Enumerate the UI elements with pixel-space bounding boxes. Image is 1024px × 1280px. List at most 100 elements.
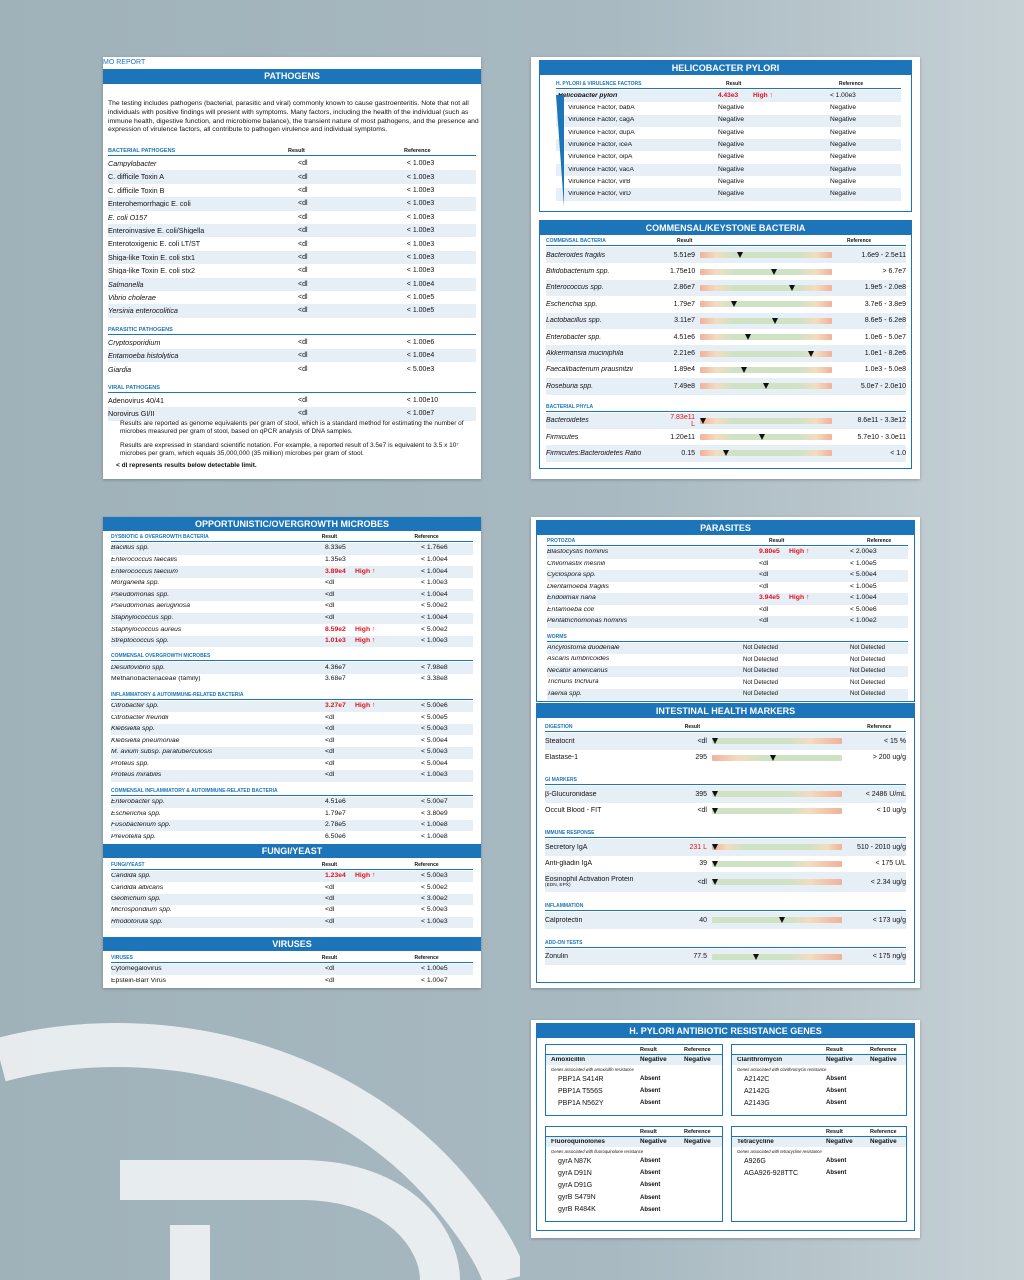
row-result: 1.79e7 — [673, 300, 695, 308]
row-result: 2.78e5 — [325, 821, 346, 829]
antibiotic-reference: Negative — [870, 1137, 897, 1145]
row-name: Bacteroides fragilis — [546, 251, 606, 259]
gene-row: A2142C Absent — [732, 1073, 906, 1085]
antibiotic-row: Fluoroquinolones Negative Negative — [546, 1136, 722, 1147]
gene-row: gyrA N87K Absent — [546, 1155, 722, 1167]
row-reference: < 1.00e3 — [830, 91, 856, 99]
row-reference: < 1.00e3 — [406, 213, 435, 221]
row-name-wrap: Occult Blood - FIT — [545, 807, 675, 814]
row-name-wrap: Roseburia spp. — [546, 383, 670, 390]
row-name-wrap: Firmicutes — [546, 434, 670, 441]
commensal-panel: COMMENSAL/KEYSTONE BACTERIA COMMENSAL BA… — [539, 220, 912, 469]
table-row: Anti-gliadin IgA 39 < 175 U/L — [545, 856, 906, 873]
section-heading-label: BACTERIAL PHYLA — [546, 403, 594, 410]
row-reference: < 2.00e3 — [850, 548, 877, 556]
range-bar — [700, 334, 832, 341]
table-row: Firmicutes:Bacteroidetes Ratio 0.15 < 1.0 — [546, 445, 906, 462]
row-reference: < 5.00e4 — [421, 736, 448, 744]
table-row: Salmonella <dl < 1.00e4 — [108, 277, 476, 291]
row-name: Secretory IgA — [545, 843, 588, 851]
range-bar — [700, 268, 832, 275]
row-result: Negative — [718, 177, 745, 185]
row-reference: < 2486 U/mL — [865, 790, 906, 798]
row-name-wrap: Enterococcus spp. — [546, 284, 670, 291]
row-reference: < 1.00e3 — [421, 637, 448, 645]
gene-name: PBP1A S414R — [558, 1075, 604, 1083]
fungi-table: FUNGI/YEAST Result Reference Candida spp. 1.… — [111, 859, 473, 928]
row-name: Elastase-1 — [545, 754, 579, 762]
range-bar — [711, 879, 842, 885]
row-name: Taenia spp. — [547, 690, 582, 697]
gene-result: Absent — [640, 1206, 661, 1213]
spacer — [732, 1129, 826, 1135]
row-reference: < 1.00e4 — [421, 613, 448, 621]
row-reference: < 1.00e4 — [406, 280, 435, 288]
table-row: Virulence Factor, virB Negative Negative — [556, 176, 901, 188]
pathogens-notes: Results are reported as genome equivalen… — [108, 420, 478, 470]
section-heading-label: FUNGI/YEAST — [111, 862, 145, 868]
row-reference: < 1.00e5 — [406, 307, 435, 315]
row-name: Shiga-like Toxin E. coli stx1 — [108, 253, 195, 262]
row-name: C. difficile Toxin B — [108, 186, 165, 195]
result-marker — [740, 366, 747, 373]
intestinal-table: DIGESTION Result Reference Steatocrit <dl < 1… — [537, 721, 914, 965]
row-result: Negative — [718, 128, 745, 136]
gene-result: Absent — [640, 1170, 661, 1177]
row-reference: < 1.00e7 — [421, 976, 448, 984]
row-reference: < 2.34 ug/g — [870, 878, 906, 886]
row-result: 2.21e6 — [673, 350, 695, 358]
row-flag: High ↑ — [355, 567, 376, 575]
row-name-wrap: β-Glucuronidase — [545, 791, 675, 798]
row-reference: < 5.00e2 — [421, 883, 448, 891]
range-bar-wrap — [712, 754, 842, 761]
row-name-wrap: Elastase-1 — [545, 754, 675, 761]
row-name: Zonulin — [545, 953, 568, 961]
row-result: Not Detected — [743, 645, 779, 652]
result-marker — [731, 301, 738, 308]
row-name: Proteus mirabilis — [111, 772, 162, 779]
row-reference: < 5.00e3 — [421, 748, 448, 756]
hpylori-table: H. PYLORI & VIRULENCE FACTORS Result Refer… — [540, 78, 911, 201]
row-result: <dl — [325, 579, 335, 587]
section-heading: GI MARKERS — [545, 774, 906, 783]
gene-row: A2142G Absent — [732, 1085, 906, 1097]
row-reference: < 173 ug/g — [872, 916, 906, 924]
table-row: Yersinia enterocolitica <dl < 1.00e5 — [108, 304, 476, 318]
row-reference: < 10 ug/g — [876, 807, 906, 815]
row-result: <dl — [298, 173, 308, 181]
report-header-fragment: MO REPORT — [103, 59, 146, 66]
row-name: Proteus spp. — [111, 760, 150, 767]
row-reference: Not Detected — [850, 668, 886, 675]
range-bar — [711, 807, 842, 814]
row-reference: < 1.00e4 — [421, 555, 448, 563]
range-bar — [699, 417, 832, 424]
pathogens-page: MO REPORT PATHOGENS The testing includes… — [103, 57, 481, 479]
result-marker — [711, 791, 718, 798]
row-reference: < 3.38e8 — [421, 675, 448, 683]
gene-result: Absent — [826, 1100, 847, 1107]
result-marker — [723, 450, 730, 457]
row-name: Microsporidium spp. — [111, 907, 172, 914]
section-heading-label: DIGESTION — [545, 724, 573, 730]
row-result: Negative — [718, 153, 745, 161]
range-bar — [700, 383, 832, 390]
row-name: Blastocystis hominis — [547, 549, 609, 556]
table-row: Streptococcus spp. 1.01e3 High ↑ < 1.00e3 — [111, 635, 473, 648]
row-result: <dl — [759, 559, 769, 567]
row-name: Endolimax nana — [547, 595, 596, 602]
table-row: Entamoeba histolytica <dl < 1.00e4 — [108, 349, 476, 363]
row-reference: Negative — [830, 177, 857, 185]
table-row: Helicobacter pylori 4.43e3 High ↑ < 1.00e3 — [556, 90, 901, 103]
table-row: Virulence Factor, iceA Negative Negative — [556, 139, 901, 152]
row-result: <dl — [325, 965, 335, 973]
col-header-reference: Reference — [839, 81, 864, 87]
col-header-result: Result — [684, 724, 701, 730]
gene-result: Absent — [640, 1182, 661, 1189]
row-reference: < 1.00e3 — [406, 240, 435, 248]
viruses-title: VIRUSES — [103, 937, 481, 951]
row-result: 7.83e11 L — [670, 413, 695, 428]
table-row: Klebsiella spp. <dl < 5.00e3 — [111, 723, 473, 736]
col-header-result: Result — [640, 1129, 657, 1135]
row-result: <dl — [697, 878, 707, 886]
row-result: <dl — [298, 307, 308, 315]
